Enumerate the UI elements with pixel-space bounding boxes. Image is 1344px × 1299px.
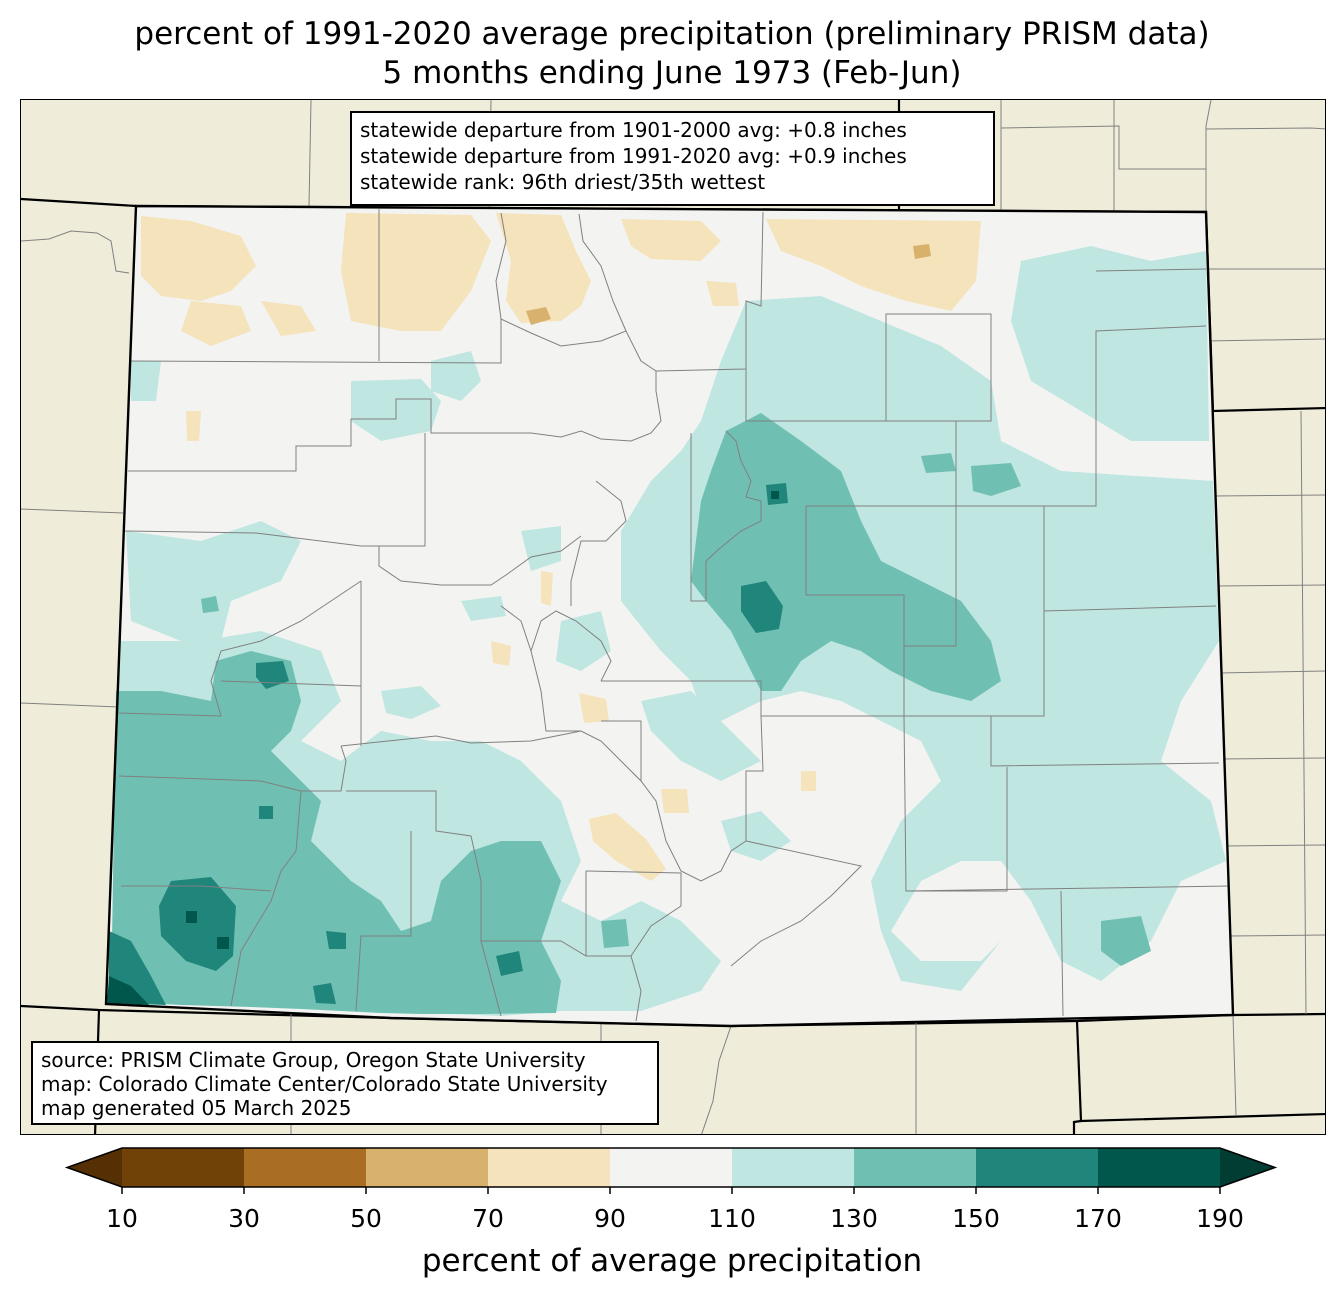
colorbar-cell xyxy=(122,1148,245,1187)
colorbar-tick-label: 70 xyxy=(472,1204,504,1233)
colorbar-tick-label: 130 xyxy=(830,1204,878,1233)
colorbar-cell xyxy=(244,1148,367,1187)
colorbar-label: percent of average precipitation xyxy=(421,1243,923,1279)
colorbar-cell xyxy=(976,1148,1099,1187)
colorbar xyxy=(64,1147,1278,1194)
colorbar-tick-label: 90 xyxy=(594,1204,626,1233)
colorbar-cell xyxy=(488,1148,611,1187)
statewide-stats-box: statewide departure from 1901-2000 avg: … xyxy=(350,111,995,206)
colorbar-cell xyxy=(610,1148,733,1187)
wet-regions-150-170 xyxy=(109,483,788,1005)
colorbar-tick-label: 50 xyxy=(350,1204,382,1233)
colorbar-tick-label: 10 xyxy=(106,1204,138,1233)
source-line-3: map generated 05 March 2025 xyxy=(41,1096,352,1120)
county-lines xyxy=(118,209,1230,1022)
stats-line-2: statewide departure from 1991-2020 avg: … xyxy=(360,144,907,168)
colorbar-tick-label: 190 xyxy=(1196,1204,1244,1233)
colorbar-cell xyxy=(1098,1148,1221,1187)
stats-line-1: statewide departure from 1901-2000 avg: … xyxy=(360,118,907,142)
colorbar-tick-label: 110 xyxy=(708,1204,756,1233)
colorbar-under-arrow xyxy=(67,1148,122,1187)
source-box: source: PRISM Climate Group, Oregon Stat… xyxy=(31,1041,659,1125)
map-subtitle: 5 months ending June 1973 (Feb-Jun) xyxy=(382,55,962,91)
source-line-1: source: PRISM Climate Group, Oregon Stat… xyxy=(41,1048,586,1072)
map-canvas xyxy=(21,100,1325,1134)
colorbar-cell xyxy=(366,1148,489,1187)
colorbar-tick-label: 30 xyxy=(228,1204,260,1233)
colorbar-tick-label: 150 xyxy=(952,1204,1000,1233)
colorado-border xyxy=(104,204,1235,1028)
wet-regions-170-190 xyxy=(107,491,779,1005)
colorbar-cell xyxy=(732,1148,855,1187)
source-line-2: map: Colorado Climate Center/Colorado St… xyxy=(41,1072,608,1096)
dry-regions xyxy=(141,213,981,881)
map-title: percent of 1991-2020 average precipitati… xyxy=(134,16,1210,52)
colorbar-tick-label: 170 xyxy=(1074,1204,1122,1233)
colorbar-over-arrow xyxy=(1220,1148,1275,1187)
colorbar-cell xyxy=(854,1148,977,1187)
precipitation-map xyxy=(20,99,1326,1135)
stats-line-3: statewide rank: 96th driest/35th wettest xyxy=(360,170,766,194)
